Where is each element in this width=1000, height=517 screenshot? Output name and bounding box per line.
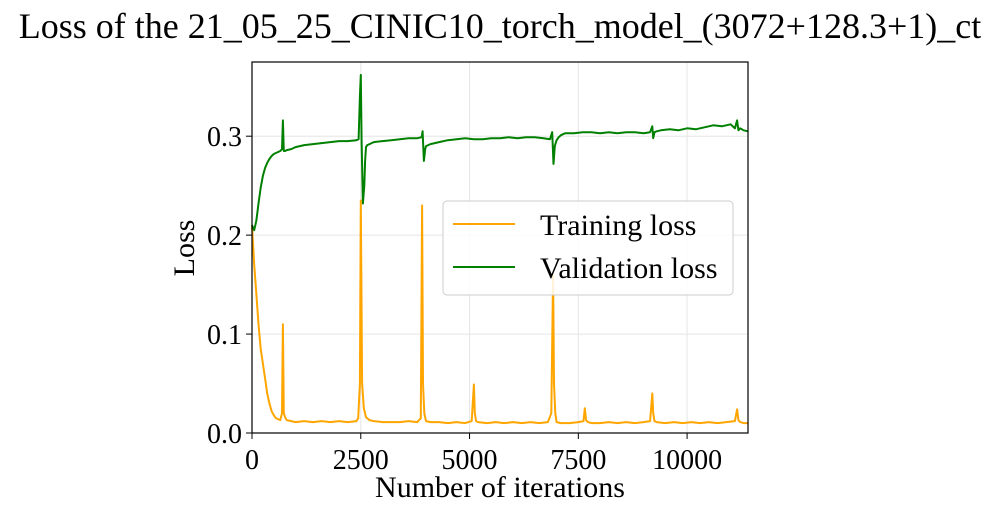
x-tick-label: 2500 xyxy=(333,445,389,476)
x-tick-label: 7500 xyxy=(550,445,606,476)
y-tick-label: 0.0 xyxy=(207,419,242,450)
y-axis-ticks: 0.0 0.1 0.2 0.3 xyxy=(207,122,252,450)
x-axis-ticks: 0 2500 5000 7500 10000 xyxy=(245,433,722,476)
x-tick-label: 0 xyxy=(245,445,259,476)
x-tick-label: 10000 xyxy=(652,445,722,476)
series-line-training-loss xyxy=(251,199,748,425)
plot-border xyxy=(251,61,749,434)
legend-label-training-loss: Training loss xyxy=(540,209,696,242)
y-tick-label: 0.1 xyxy=(207,320,242,351)
chart-title: Loss of the 21_05_25_CINIC10_torch_model… xyxy=(19,6,982,46)
y-tick-label: 0.3 xyxy=(207,122,242,153)
x-axis-label: Number of iterations xyxy=(375,471,625,504)
legend-box xyxy=(442,200,734,296)
y-axis-label: Loss xyxy=(168,220,201,277)
legend: Training loss Validation loss xyxy=(442,200,734,296)
x-tick-label: 5000 xyxy=(442,445,498,476)
series-line-validation-loss xyxy=(251,73,749,232)
series-layer xyxy=(251,73,749,425)
legend-label-validation-loss: Validation loss xyxy=(540,252,718,285)
y-tick-label: 0.2 xyxy=(207,221,242,252)
